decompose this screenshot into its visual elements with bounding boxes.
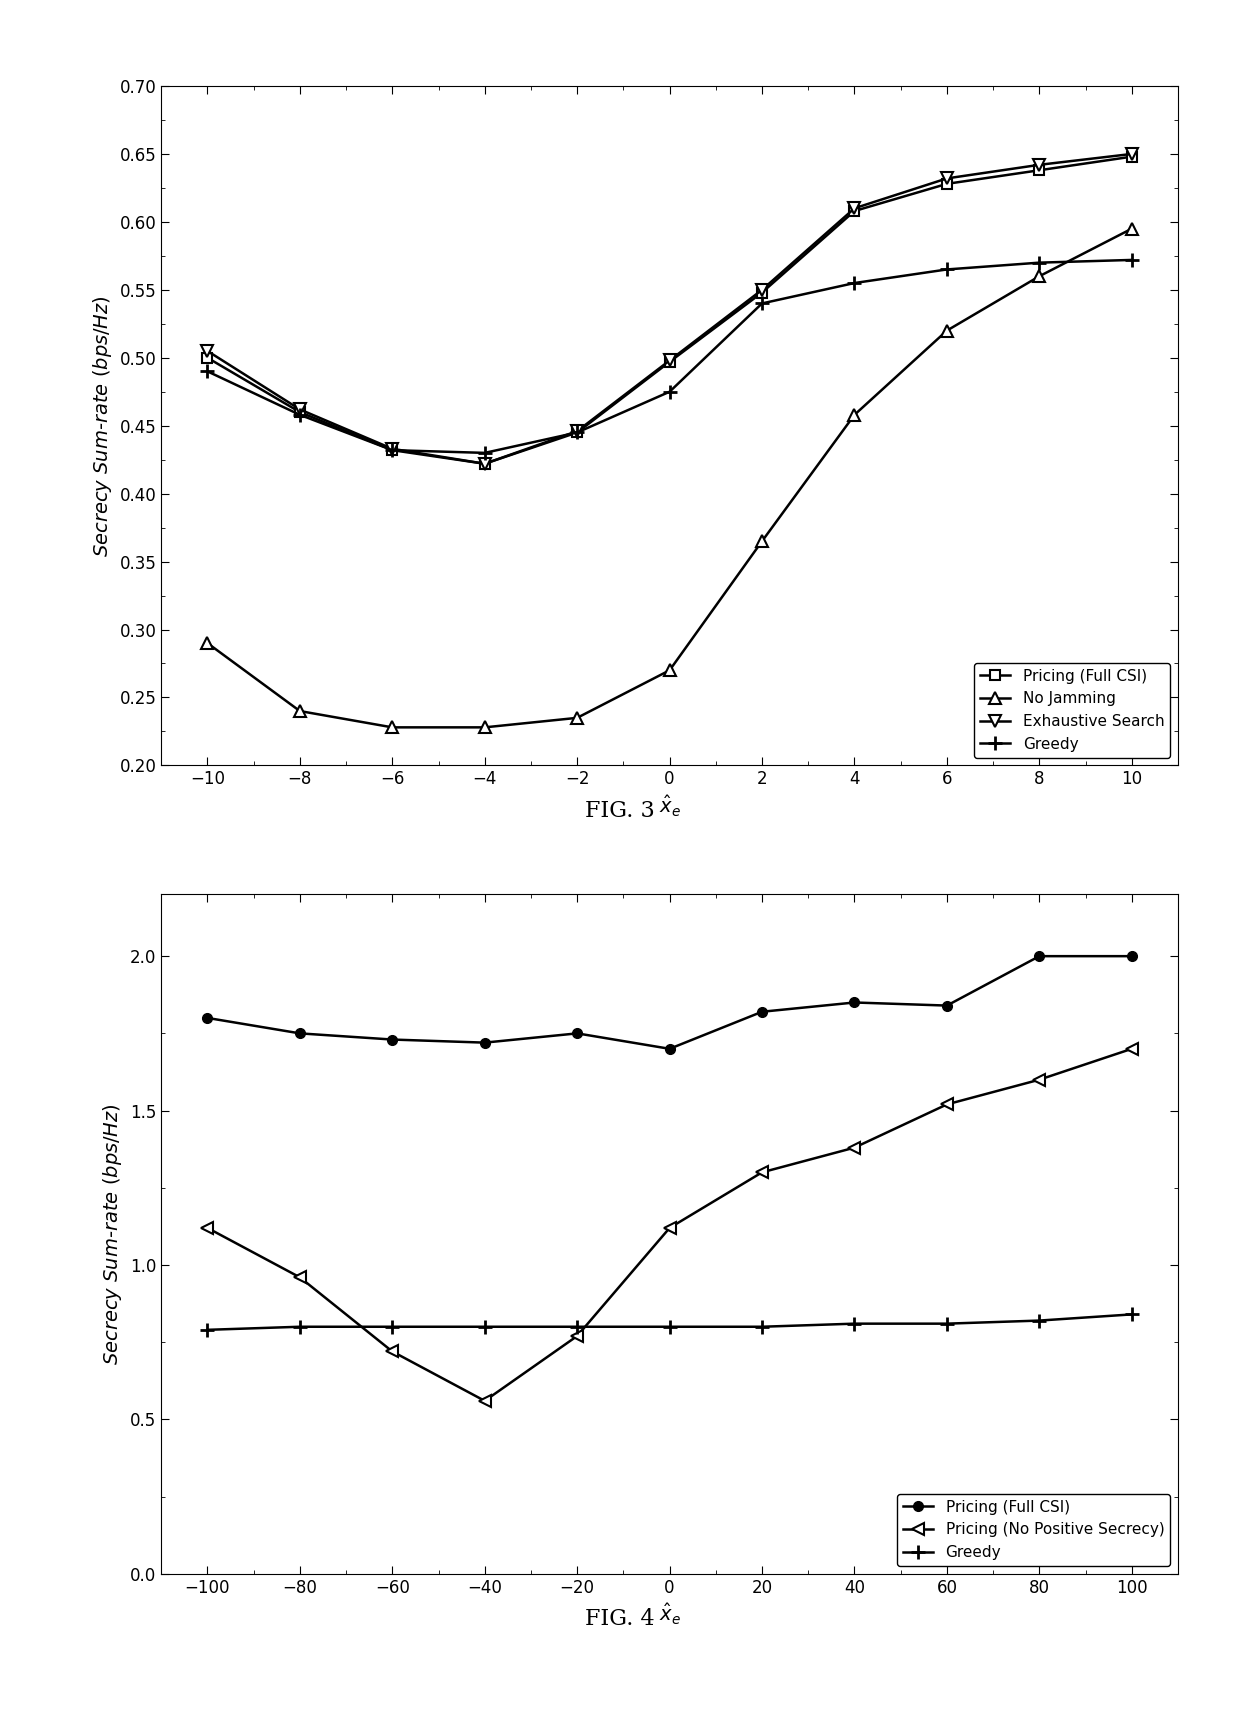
Pricing (No Positive Secrecy) <box>200 1218 215 1238</box>
Exhaustive Search <box>847 198 862 218</box>
No Jamming <box>384 717 399 738</box>
Exhaustive Search <box>1032 155 1047 175</box>
Pricing (Full CSI) <box>662 1039 677 1060</box>
Pricing (Full CSI) <box>477 1032 492 1053</box>
Pricing (No Positive Secrecy) <box>569 1326 584 1347</box>
Y-axis label: Secrecy Sum-rate $(bps/Hz)$: Secrecy Sum-rate $(bps/Hz)$ <box>91 294 114 557</box>
Line: Greedy: Greedy <box>201 1307 1138 1336</box>
Greedy <box>569 421 584 442</box>
No Jamming <box>477 717 492 738</box>
Pricing (Full CSI) <box>1125 146 1140 167</box>
Greedy <box>1032 253 1047 273</box>
Pricing (Full CSI) <box>755 282 770 303</box>
Pricing (Full CSI) <box>477 454 492 475</box>
No Jamming <box>200 633 215 654</box>
Pricing (Full CSI) <box>200 1008 215 1029</box>
Pricing (Full CSI) <box>1032 946 1047 967</box>
Text: FIG. 3: FIG. 3 <box>585 800 655 822</box>
Line: No Jamming: No Jamming <box>202 224 1137 733</box>
Pricing (No Positive Secrecy) <box>940 1094 955 1115</box>
X-axis label: $\hat{x}_e$: $\hat{x}_e$ <box>658 1603 681 1627</box>
Greedy <box>477 1316 492 1336</box>
Pricing (No Positive Secrecy) <box>293 1268 308 1288</box>
Greedy <box>662 1316 677 1336</box>
Greedy <box>755 1316 770 1336</box>
Pricing (Full CSI) <box>1125 946 1140 967</box>
Greedy <box>477 442 492 463</box>
No Jamming <box>940 320 955 341</box>
Text: FIG. 4: FIG. 4 <box>585 1608 655 1631</box>
No Jamming <box>1032 267 1047 287</box>
Greedy <box>1032 1311 1047 1331</box>
Pricing (No Positive Secrecy) <box>847 1137 862 1158</box>
Pricing (Full CSI) <box>662 351 677 372</box>
Pricing (Full CSI) <box>200 347 215 368</box>
Greedy <box>384 1316 399 1336</box>
Greedy <box>293 404 308 425</box>
Line: Exhaustive Search: Exhaustive Search <box>202 148 1137 470</box>
No Jamming <box>755 531 770 552</box>
Greedy <box>940 260 955 280</box>
No Jamming <box>293 700 308 721</box>
Pricing (No Positive Secrecy) <box>1032 1070 1047 1090</box>
Greedy <box>940 1314 955 1335</box>
Exhaustive Search <box>569 421 584 442</box>
Line: Pricing (Full CSI): Pricing (Full CSI) <box>202 951 1137 1054</box>
Pricing (Full CSI) <box>569 1023 584 1044</box>
Exhaustive Search <box>477 454 492 475</box>
No Jamming <box>1125 218 1140 239</box>
Pricing (No Positive Secrecy) <box>384 1342 399 1362</box>
Greedy <box>200 1319 215 1340</box>
No Jamming <box>662 660 677 681</box>
Exhaustive Search <box>293 399 308 420</box>
Pricing (Full CSI) <box>569 421 584 442</box>
Exhaustive Search <box>1125 143 1140 163</box>
Greedy <box>1125 249 1140 270</box>
Greedy <box>1125 1304 1140 1324</box>
Pricing (Full CSI) <box>847 201 862 222</box>
Pricing (No Positive Secrecy) <box>477 1390 492 1410</box>
Greedy <box>569 1316 584 1336</box>
Pricing (Full CSI) <box>384 1029 399 1049</box>
Pricing (Full CSI) <box>847 992 862 1013</box>
Line: Pricing (Full CSI): Pricing (Full CSI) <box>202 151 1137 468</box>
Greedy <box>293 1316 308 1336</box>
Greedy <box>200 361 215 382</box>
Pricing (No Positive Secrecy) <box>662 1218 677 1238</box>
Pricing (Full CSI) <box>293 402 308 423</box>
No Jamming <box>569 707 584 728</box>
Pricing (No Positive Secrecy) <box>755 1163 770 1183</box>
Pricing (Full CSI) <box>940 996 955 1017</box>
Greedy <box>847 273 862 294</box>
Greedy <box>847 1314 862 1335</box>
No Jamming <box>847 404 862 425</box>
X-axis label: $\hat{x}_e$: $\hat{x}_e$ <box>658 795 681 819</box>
Exhaustive Search <box>940 169 955 189</box>
Exhaustive Search <box>384 439 399 459</box>
Pricing (Full CSI) <box>755 1001 770 1022</box>
Line: Pricing (No Positive Secrecy): Pricing (No Positive Secrecy) <box>202 1044 1137 1407</box>
Y-axis label: Secrecy Sum-rate $(bps/Hz)$: Secrecy Sum-rate $(bps/Hz)$ <box>102 1103 124 1366</box>
Greedy <box>755 292 770 313</box>
Pricing (Full CSI) <box>293 1023 308 1044</box>
Line: Greedy: Greedy <box>201 253 1138 459</box>
Pricing (Full CSI) <box>940 174 955 194</box>
Legend: Pricing (Full CSI), Pricing (No Positive Secrecy), Greedy: Pricing (Full CSI), Pricing (No Positive… <box>897 1493 1171 1567</box>
Greedy <box>384 440 399 461</box>
Pricing (Full CSI) <box>384 440 399 461</box>
Legend: Pricing (Full CSI), No Jamming, Exhaustive Search, Greedy: Pricing (Full CSI), No Jamming, Exhausti… <box>973 662 1171 759</box>
Pricing (Full CSI) <box>1032 160 1047 181</box>
Exhaustive Search <box>755 279 770 299</box>
Exhaustive Search <box>200 341 215 361</box>
Greedy <box>662 382 677 402</box>
Exhaustive Search <box>662 351 677 372</box>
Pricing (No Positive Secrecy) <box>1125 1039 1140 1060</box>
